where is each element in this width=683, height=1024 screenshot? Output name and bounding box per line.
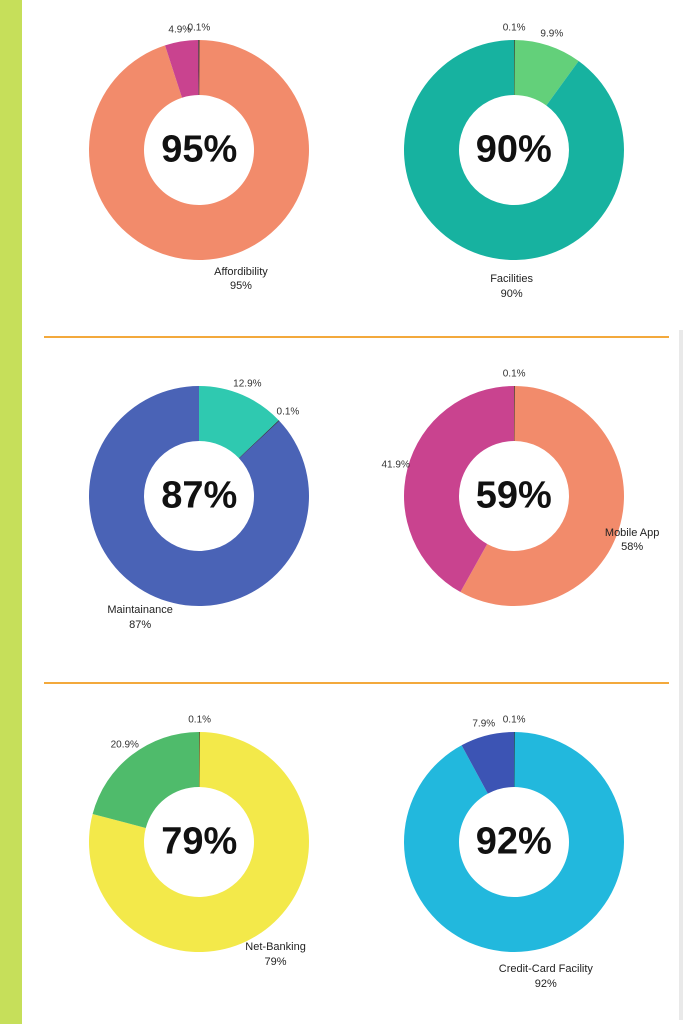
chart-caption: Affordibility95% [214,265,268,295]
chart-caption: Facilities90% [490,272,533,302]
chart-mobile-app: 59%0.1%41.9%Mobile App58% [374,356,654,672]
chart-caption-title: Affordibility [214,265,268,280]
chart-maintainance: 87%12.9%0.1%Maintainance87% [59,356,339,672]
chart-net-banking: 79%0.1%20.9%Net-Banking79% [59,702,339,1018]
chart-caption-sub: 95% [214,279,268,294]
chart-caption: Net-Banking79% [245,940,306,970]
chart-caption-sub: 87% [107,618,172,633]
slice-label: 0.1% [503,369,526,380]
chart-caption-title: Facilities [490,272,533,287]
donut-center-label: 95% [161,129,237,172]
slice-label: 0.1% [188,715,211,726]
row-divider-2 [44,682,669,684]
chart-caption-title: Credit-Card Facility [499,962,593,977]
chart-row-2: 87%12.9%0.1%Maintainance87% 59%0.1%41.9%… [42,356,671,672]
chart-caption: Maintainance87% [107,603,172,633]
chart-facilities: 90%0.1%9.9%Facilities90% [374,10,654,326]
chart-caption: Credit-Card Facility92% [499,962,593,992]
donut-center-label: 87% [161,475,237,518]
chart-caption-title: Mobile App [605,526,659,541]
chart-caption-sub: 58% [605,540,659,555]
slice-label: 20.9% [111,740,139,751]
chart-caption-title: Maintainance [107,603,172,618]
chart-caption-sub: 79% [245,955,306,970]
slice-label: 12.9% [233,378,261,389]
donut-center-label: 79% [161,821,237,864]
slice-label: 0.1% [503,23,526,34]
donut-slice [93,732,199,828]
slice-label: 0.1% [187,23,210,34]
donut-center-label: 90% [476,129,552,172]
chart-credit-card: 92%0.1%7.9%Credit-Card Facility92% [374,702,654,1018]
chart-row-3: 79%0.1%20.9%Net-Banking79% 92%0.1%7.9%Cr… [42,702,671,1018]
chart-caption-sub: 90% [490,287,533,302]
row-divider-1 [44,336,669,338]
slice-label: 0.1% [503,715,526,726]
chart-row-1: 95%4.9%0.1%Affordibility95% 90%0.1%9.9%F… [42,10,671,326]
slice-label: 7.9% [472,718,495,729]
slice-label: 41.9% [381,460,409,471]
main-panel: 95%4.9%0.1%Affordibility95% 90%0.1%9.9%F… [22,0,683,1024]
slice-label: 0.1% [277,407,300,418]
slice-label: 9.9% [540,29,563,40]
donut-center-label: 92% [476,821,552,864]
chart-caption-sub: 92% [499,977,593,992]
donut-center-label: 59% [476,475,552,518]
left-accent-bar [0,0,22,1024]
right-edge-shadow [679,330,683,1020]
chart-caption-title: Net-Banking [245,940,306,955]
chart-caption: Mobile App58% [605,526,659,556]
chart-affordibility: 95%4.9%0.1%Affordibility95% [59,10,339,326]
